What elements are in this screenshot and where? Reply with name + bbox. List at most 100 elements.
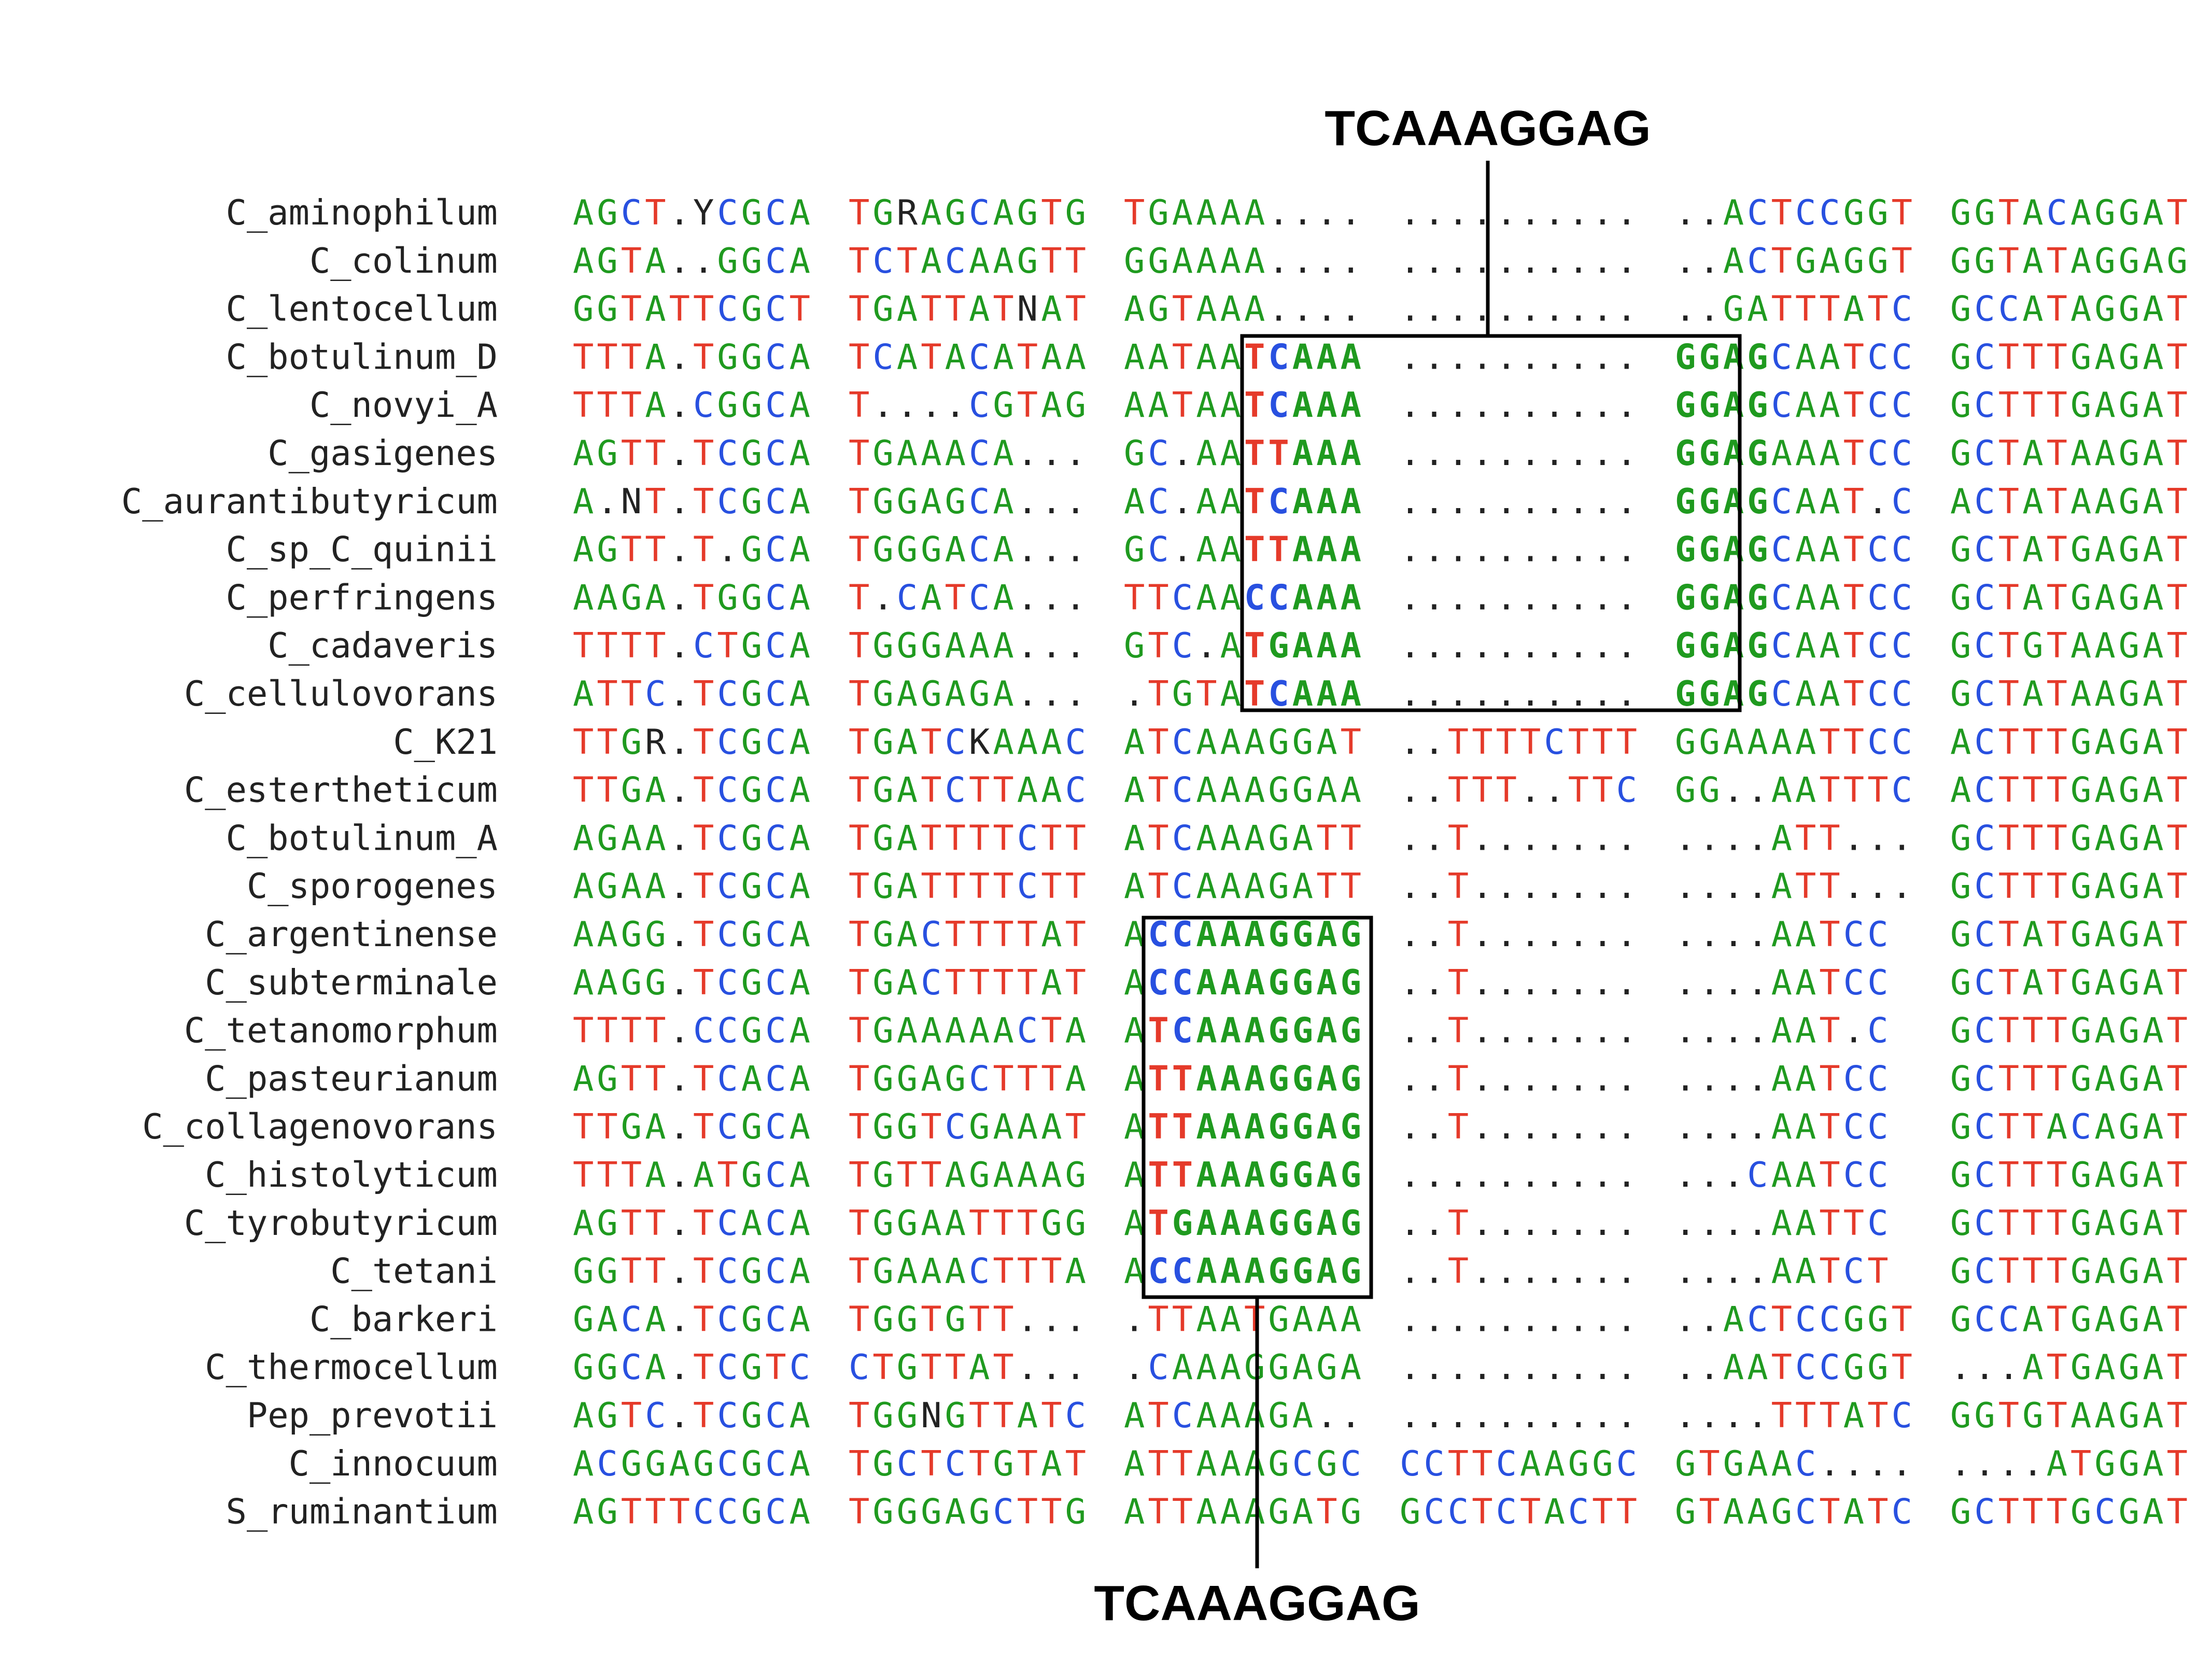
species-name: S_ruminantium [226, 1492, 498, 1532]
sequence-block: TTTA.CGGCA [573, 385, 810, 425]
sequence-block: ....TTTATC [1675, 1395, 1912, 1436]
sequence-block: TGTTAGAAAG [849, 1155, 1086, 1195]
sequence-block: .......... [1400, 481, 1637, 522]
sequence-block: CTGTTAT... [849, 1347, 1086, 1387]
sequence-block: ....AATCC [1675, 914, 1889, 954]
sequence-block: AGTC.TCGCA [573, 1395, 810, 1436]
species-name: C_collagenovorans [142, 1106, 498, 1147]
sequence-block: GGTATAGGAG [1950, 241, 2188, 281]
sequence-block: ..T....... [1400, 818, 1637, 858]
sequence-block: ..ACTCCGGT [1675, 192, 1912, 233]
sequence-block: ....ATGGAT [1950, 1443, 2188, 1484]
sequence-block: TGAAAAACTA [849, 1010, 1086, 1051]
species-name: C_colinum [309, 241, 498, 281]
sequence-block: ..T....... [1400, 1203, 1637, 1243]
sequence-block: GCCATAGGAT [1950, 289, 2188, 329]
species-name: C_gasigenes [267, 433, 498, 473]
sequence-block: GCTTTGAGAT [1950, 336, 2188, 377]
sequence-block: TGGTGTT... [849, 1299, 1086, 1339]
sequence-block: .......... [1400, 241, 1637, 281]
sequence-block: TTGR.TCGCA [573, 722, 810, 762]
sequence-block: .......... [1400, 673, 1637, 714]
sequence-block: ACCAAAGGAG [1124, 962, 1361, 1003]
sequence-block: GGAGAAATCC [1675, 433, 1912, 473]
sequence-block: ..T....... [1400, 866, 1637, 906]
sequence-block: GTAAGCTATC [1675, 1492, 1912, 1532]
sequence-block: GGTT.TCGCA [573, 1251, 810, 1291]
sequence-block: GCTTTGAGAT [1950, 866, 2188, 906]
sequence-block: GC.AATTAAA [1124, 433, 1361, 473]
sequence-block: ...CAATCC [1675, 1155, 1889, 1195]
sequence-block: GCTATGAGAT [1950, 914, 2188, 954]
upper-motif-box [1240, 334, 1742, 712]
sequence-block: AAGG.TCGCA [573, 962, 810, 1003]
alignment-rows: C_aminophilum AGCT.YCGCA TGRAGCAGTG TGAAAA.… [121, 192, 2188, 1532]
sequence-block: ....AATCC [1675, 1106, 1889, 1147]
sequence-block: TGGAGCTTTA [849, 1058, 1086, 1099]
sequence-block: TGCTCTGTAT [849, 1443, 1086, 1484]
sequence-block: .CAAAGGAGA [1124, 1347, 1361, 1387]
sequence-block: ACCAAAGGAG [1124, 914, 1361, 954]
sequence-block: ACTTTGAGAT [1950, 770, 2188, 810]
sequence-block: GGAAAATTCC [1675, 722, 1912, 762]
sequence-block: TGACTTTTAT [849, 962, 1086, 1003]
sequence-block: CCTTCAAGGC [1400, 1443, 1637, 1484]
sequence-block: AGTT.T.GCA [573, 529, 810, 570]
sequence-block: ..T....... [1400, 1251, 1637, 1291]
sequence-block: GCTTTGAGAT [1950, 385, 2188, 425]
species-name: C_argentinense [205, 914, 498, 954]
sequence-block: GCTGTAAGAT [1950, 625, 2188, 666]
sequence-block: ..ACTGAGGT [1675, 241, 1912, 281]
sequence-block: ..T....... [1400, 1010, 1637, 1051]
sequence-block: AAGA.TGGCA [573, 577, 810, 617]
sequence-block: GCCATGAGAT [1950, 1299, 2188, 1339]
sequence-block: ..ACTCCGGT [1675, 1299, 1912, 1339]
sequence-block: TGRAGCAGTG [849, 192, 1086, 233]
sequence-block: GCTATAAGAT [1950, 673, 2188, 714]
sequence-block: ..T....... [1400, 962, 1637, 1003]
sequence-block: ....AATTC [1675, 1203, 1889, 1243]
sequence-block: AGTTTCCGCA [573, 1492, 810, 1532]
sequence-block: AGAA.TCGCA [573, 818, 810, 858]
sequence-block: GCTTACAGAT [1950, 1106, 2188, 1147]
sequence-block: GGAGCAATCC [1675, 385, 1912, 425]
sequence-block: TTCAACCAAA [1124, 577, 1361, 617]
sequence-block: AGCT.YCGCA [573, 192, 810, 233]
sequence-block: TTGA.TCGCA [573, 1106, 810, 1147]
sequence-block: GGAGCAATCC [1675, 336, 1912, 377]
sequence-block: ....AATCT [1675, 1251, 1889, 1291]
sequence-block: ACTATAAGAT [1950, 481, 2188, 522]
species-name: C_aurantibutyricum [121, 481, 498, 522]
sequence-block: .......... [1400, 336, 1637, 377]
sequence-block: ...ATGAGAT [1950, 1347, 2188, 1387]
species-name: C_barkeri [309, 1299, 498, 1339]
sequence-block: TGATTTTCTT [849, 818, 1086, 858]
sequence-block: ATCAAAGATT [1124, 866, 1361, 906]
sequence-block: GGTACAGGAT [1950, 192, 2188, 233]
sequence-block: TGGGACA... [849, 529, 1086, 570]
species-name: C_subterminale [205, 962, 498, 1003]
sequence-block: ATTAAAGCGC [1124, 1443, 1361, 1484]
sequence-block: ATGAAAGGAG [1124, 1203, 1361, 1243]
sequence-block: AGTT.TCGCA [573, 433, 810, 473]
sequence-block: TGGAATTTGG [849, 1203, 1086, 1243]
sequence-block: GACA.TCGCA [573, 1299, 810, 1339]
sequence-block: AATAATCAAA [1124, 336, 1361, 377]
sequence-block: .......... [1400, 529, 1637, 570]
sequence-block: TGAAAA.... [1124, 192, 1361, 233]
sequence-block: GGAGCAATCC [1675, 625, 1912, 666]
species-name: C_aminophilum [226, 192, 498, 233]
sequence-block: GTGAAC.... [1675, 1443, 1912, 1484]
sequence-block: .......... [1400, 289, 1637, 329]
sequence-block: ATCAAAGGAT [1124, 722, 1361, 762]
species-name: C_cellulovorans [184, 673, 498, 714]
sequence-block: AGTA..GGCA [573, 241, 810, 281]
sequence-block: AGTAAA.... [1124, 289, 1361, 329]
sequence-block: GGAGCAATCC [1675, 577, 1912, 617]
sequence-block: GGAGCAAT.C [1675, 481, 1912, 522]
sequence-block: TGATCTTAAC [849, 770, 1086, 810]
sequence-block: GGTGTAAGAT [1950, 1395, 2188, 1436]
sequence-block: .......... [1400, 1155, 1637, 1195]
sequence-block: .......... [1400, 1347, 1637, 1387]
